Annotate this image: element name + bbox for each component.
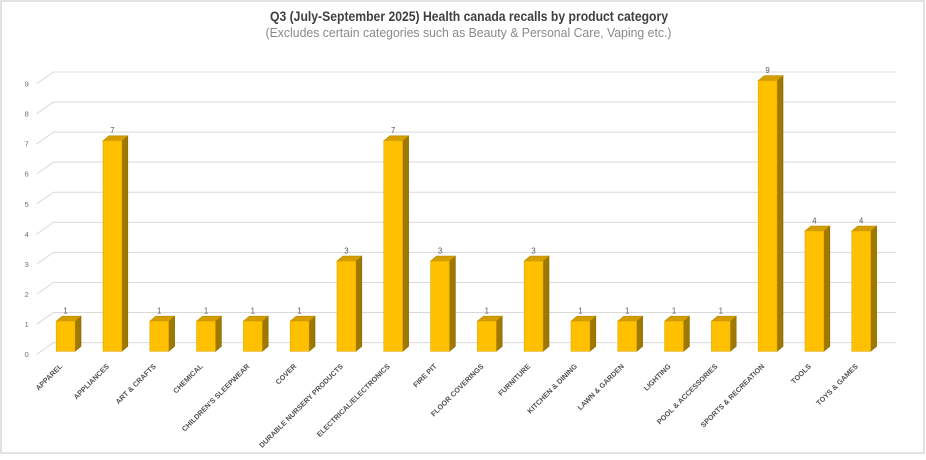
svg-text:5: 5: [25, 200, 29, 209]
svg-text:9: 9: [25, 79, 29, 88]
svg-text:1: 1: [625, 307, 629, 316]
svg-text:2: 2: [25, 290, 29, 299]
svg-text:7: 7: [110, 126, 114, 135]
svg-text:1: 1: [251, 307, 255, 316]
svg-text:6: 6: [25, 170, 29, 179]
svg-text:3: 3: [344, 247, 348, 256]
svg-text:1: 1: [25, 320, 29, 329]
svg-text:1: 1: [157, 307, 161, 316]
svg-text:4: 4: [25, 230, 30, 239]
svg-text:3: 3: [25, 260, 29, 269]
svg-text:7: 7: [25, 140, 29, 149]
svg-text:1: 1: [672, 307, 676, 316]
svg-text:(Excludes certain categories s: (Excludes certain categories such as Bea…: [266, 25, 672, 40]
svg-text:7: 7: [391, 126, 395, 135]
svg-text:Q3 (July-September 2025) Healt: Q3 (July-September 2025) Health canada r…: [270, 9, 668, 25]
svg-text:1: 1: [485, 307, 489, 316]
svg-text:4: 4: [812, 216, 817, 225]
svg-text:1: 1: [204, 307, 208, 316]
svg-text:9: 9: [765, 66, 769, 75]
svg-text:4: 4: [859, 216, 864, 225]
svg-text:8: 8: [25, 110, 29, 119]
svg-text:3: 3: [531, 247, 535, 256]
svg-text:0: 0: [25, 350, 29, 359]
svg-text:1: 1: [63, 307, 67, 316]
svg-text:1: 1: [719, 307, 723, 316]
svg-text:1: 1: [297, 307, 301, 316]
svg-text:1: 1: [578, 307, 582, 316]
svg-text:3: 3: [438, 247, 442, 256]
